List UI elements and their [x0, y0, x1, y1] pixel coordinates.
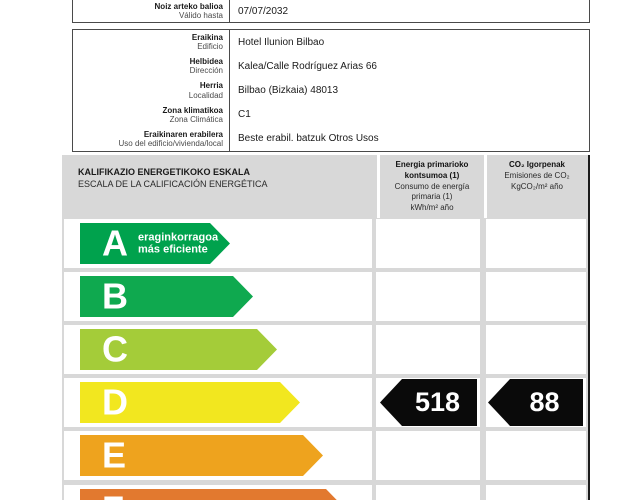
address-label-es: Dirección — [189, 66, 223, 76]
validity-value: 07/07/2032 — [229, 0, 589, 22]
building-info-table: Eraikina Edificio Hotel Ilunion Bilbao H… — [72, 29, 590, 152]
co2-value-cell-b — [486, 272, 586, 321]
rating-row-f: F — [64, 485, 372, 500]
validity-label-eu: Noiz arteko balioa — [154, 1, 223, 11]
rating-arrow-e: E — [80, 435, 323, 476]
scale-title: KALIFIKAZIO ENERGETIKOKO ESKALA ESCALA D… — [78, 167, 268, 190]
co2-result-value: 88 — [529, 387, 560, 417]
primary-energy-result-value: 518 — [414, 387, 461, 417]
locality-label-eu: Herria — [199, 81, 223, 91]
rating-arrow-a: A eraginkorragoa más eficiente — [80, 223, 230, 264]
rating-row-a: A eraginkorragoa más eficiente — [64, 219, 372, 268]
rating-row-d: D — [64, 378, 372, 427]
validity-label-es: Válido hasta — [178, 11, 223, 20]
co2-title: CO₂ Igorpenak — [508, 160, 565, 169]
energy-value-cell-e — [376, 431, 480, 480]
address-row: Helbidea Dirección Kalea/Calle Rodríguez… — [73, 54, 589, 79]
rating-row-b: B — [64, 272, 372, 321]
rating-row-c: C — [64, 325, 372, 374]
primary-energy-result-arrow: 518 — [380, 379, 477, 426]
rating-letter-b: B — [102, 274, 128, 316]
rating-letter-e: E — [102, 433, 127, 475]
primary-energy-title: Energia primarioko kontsumoa (1) — [395, 160, 469, 180]
energy-value-cell-c — [376, 325, 480, 374]
validity-row: Noiz arteko balioa Válido hasta 07/07/20… — [73, 0, 589, 22]
rating-arrow-d: D — [80, 382, 300, 423]
energy-value-cell-f — [376, 485, 480, 500]
building-label-es: Edificio — [197, 42, 223, 52]
co2-value-cell-c — [486, 325, 586, 374]
building-use-row: Eraikinaren erabilera Uso del edificio/v… — [73, 126, 589, 152]
co2-value-cell-f — [486, 485, 586, 500]
primary-energy-subtitle: Consumo de energía primaria (1) — [394, 181, 470, 202]
rating-letter-f: F — [102, 491, 124, 500]
climate-zone-label-es: Zona Climática — [169, 114, 223, 124]
primary-energy-column-header: Energia primarioko kontsumoa (1) Consumo… — [380, 160, 484, 214]
energy-value-cell-d: 518 — [376, 378, 480, 427]
scale-title-eu: KALIFIKAZIO ENERGETIKOKO ESKALA — [78, 167, 251, 177]
rating-arrow-b: B — [80, 276, 253, 317]
co2-column-header: CO₂ Igorpenak Emisiones de CO₂ KgCO₂/m² … — [486, 160, 588, 192]
rating-arrow-f: F — [80, 489, 346, 500]
co2-value-cell-a — [486, 219, 586, 268]
validity-table: Noiz arteko balioa Válido hasta 07/07/20… — [72, 0, 590, 23]
locality-value: Bilbao (Bizkaia) 48013 — [229, 78, 589, 103]
locality-row: Herria Localidad Bilbao (Bizkaia) 48013 — [73, 78, 589, 103]
building-use-label-es: Uso del edificio/vivienda/local — [118, 138, 224, 148]
rating-letter-a: A — [102, 221, 128, 263]
energy-value-cell-b — [376, 272, 480, 321]
co2-value-cell-e — [486, 431, 586, 480]
climate-zone-row: Zona klimatikoa Zona Climática C1 — [73, 102, 589, 127]
co2-subtitle: Emisiones de CO₂ — [504, 170, 570, 180]
energy-scale-section: KALIFIKAZIO ENERGETIKOKO ESKALA ESCALA D… — [62, 155, 590, 500]
header-divider — [377, 155, 380, 218]
address-label-eu: Helbidea — [189, 57, 223, 67]
building-use-label-eu: Eraikinaren erabilera — [143, 129, 223, 139]
climate-zone-label-eu: Zona klimatikoa — [162, 105, 223, 115]
climate-zone-value: C1 — [229, 102, 589, 127]
scale-title-es: ESCALA DE LA CALIFICACIÓN ENERGÉTICA — [78, 178, 268, 189]
most-efficient-note: eraginkorragoa más eficiente — [138, 230, 219, 256]
rating-row-e: E — [64, 431, 372, 480]
address-value: Kalea/Calle Rodríguez Arias 66 — [229, 54, 589, 79]
energy-value-cell-a — [376, 219, 480, 268]
primary-energy-unit: kWh/m² año — [410, 203, 454, 213]
rating-letter-c: C — [102, 327, 128, 369]
rating-arrow-c: C — [80, 329, 277, 370]
rating-letter-d: D — [102, 380, 128, 422]
building-label-eu: Eraikina — [191, 32, 223, 42]
co2-unit: KgCO₂/m² año — [510, 181, 563, 191]
building-value: Hotel Ilunion Bilbao — [229, 30, 589, 55]
co2-value-cell-d: 88 — [486, 378, 586, 427]
header-divider — [484, 155, 487, 218]
building-use-value: Beste erabil. batzuk Otros Usos — [229, 126, 589, 152]
locality-label-es: Localidad — [188, 90, 223, 100]
building-row: Eraikina Edificio Hotel Ilunion Bilbao — [73, 30, 589, 55]
validity-label: Noiz arteko balioa Válido hasta — [73, 2, 229, 20]
co2-result-arrow: 88 — [488, 379, 583, 426]
